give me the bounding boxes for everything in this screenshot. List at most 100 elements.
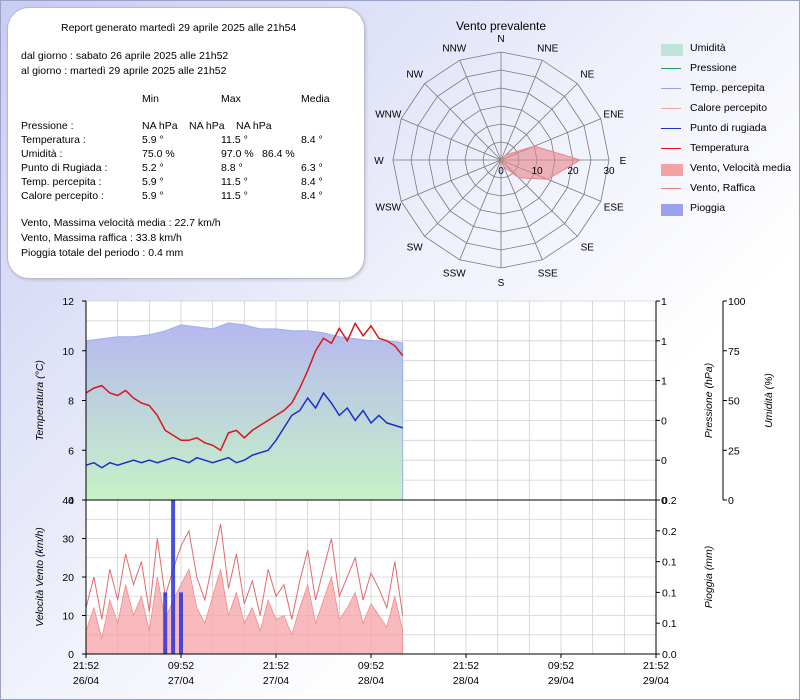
y-tick-label: 6 bbox=[68, 445, 74, 457]
x-tick-date: 28/04 bbox=[358, 675, 384, 687]
x-tick-date: 27/04 bbox=[168, 675, 194, 687]
y-tick-label: 10 bbox=[62, 346, 74, 358]
row-avg: 8.4 ° bbox=[301, 176, 323, 188]
rose-direction-label: E bbox=[620, 156, 627, 167]
rose-direction-label: ENE bbox=[603, 109, 624, 120]
humidity-axis-title: Umidità (%) bbox=[763, 373, 775, 428]
row-min: 5.9 ° bbox=[142, 190, 164, 202]
pressure-tick-label: 0 bbox=[661, 495, 667, 507]
y-tick-label: 40 bbox=[62, 495, 74, 507]
rain-tick-label: 0.1 bbox=[662, 618, 677, 630]
rain-bar bbox=[179, 592, 183, 654]
rose-radius-tick: 30 bbox=[603, 166, 615, 177]
rain-tick-label: 0.2 bbox=[662, 526, 677, 538]
humidity-area bbox=[85, 322, 404, 501]
rose-direction-label: SSE bbox=[538, 269, 558, 280]
temperature-axis-title: Temperatura (°C) bbox=[34, 360, 46, 441]
rose-direction-label: NNW bbox=[442, 43, 466, 54]
rose-spoke bbox=[401, 159, 502, 202]
rain-total: Pioggia totale del periodo : 0.4 mm bbox=[21, 247, 184, 259]
x-tick-date: 27/04 bbox=[263, 675, 289, 687]
row-max: 11.5 ° bbox=[221, 190, 248, 202]
legend-item: Pioggia bbox=[661, 201, 799, 216]
legend-item: Vento, Raffica bbox=[661, 181, 799, 195]
rose-series bbox=[500, 145, 582, 180]
y-tick-label: 8 bbox=[68, 396, 74, 408]
rain-tick-label: 0.1 bbox=[662, 587, 677, 599]
row-max: 97.0 % bbox=[221, 148, 254, 160]
temperature-line bbox=[85, 321, 404, 452]
rain-bar bbox=[171, 500, 176, 654]
legend-swatch bbox=[661, 88, 681, 89]
legend-item: Umidità bbox=[661, 41, 799, 56]
rose-spoke bbox=[459, 159, 502, 260]
rose-direction-label: NNE bbox=[537, 43, 558, 54]
x-tick-time: 21:52 bbox=[73, 660, 99, 672]
pressure-axis-title: Pressione (hPa) bbox=[703, 363, 715, 438]
legend-label: Vento, Raffica bbox=[690, 182, 756, 194]
rose-direction-label: N bbox=[497, 34, 504, 45]
legend-swatch bbox=[661, 204, 683, 216]
rose-direction-label: W bbox=[374, 156, 384, 167]
wind-speed-axis-title: Velocità Vento (km/h) bbox=[34, 527, 46, 627]
pressure-tick-label: 0 bbox=[661, 415, 667, 427]
time-series-charts: 468101200011102550751000102030400.00.10.… bbox=[34, 296, 775, 687]
row-label: Calore percepito : bbox=[21, 190, 104, 202]
row-label: Pressione : bbox=[21, 120, 74, 132]
dewpoint-line bbox=[85, 391, 403, 469]
legend-swatch bbox=[661, 188, 681, 189]
y-tick-label: 30 bbox=[62, 534, 74, 546]
row-max: 11.5 ° bbox=[221, 134, 248, 146]
report-header: Report generato martedì 29 aprile 2025 a… bbox=[61, 22, 297, 34]
rain-tick-label: 0.2 bbox=[662, 495, 677, 507]
col-header-min: Min bbox=[142, 93, 159, 105]
rose-spoke bbox=[424, 83, 502, 161]
legend-item: Temperatura bbox=[661, 141, 799, 155]
rose-spoke bbox=[500, 60, 543, 161]
row-avg: 8.4 ° bbox=[301, 134, 323, 146]
legend-swatch bbox=[661, 44, 683, 56]
row-label: Temperatura : bbox=[21, 134, 86, 146]
row-min: NA hPa bbox=[142, 120, 178, 132]
x-tick-date: 28/04 bbox=[453, 675, 479, 687]
y-tick-label: 0 bbox=[68, 649, 74, 661]
row-label: Temp. percepita : bbox=[21, 176, 102, 188]
legend-swatch bbox=[661, 164, 683, 176]
x-tick-time: 09:52 bbox=[358, 660, 384, 672]
pressure-tick-label: 1 bbox=[661, 336, 667, 348]
legend-label: Vento, Velocità media bbox=[690, 162, 791, 174]
x-tick-date: 29/04 bbox=[548, 675, 574, 687]
wind-rose-title: Vento prevalente bbox=[456, 19, 546, 33]
rose-spoke bbox=[424, 159, 502, 237]
y-tick-label: 4 bbox=[68, 495, 74, 507]
x-tick-time: 21:52 bbox=[643, 660, 669, 672]
row-label: Punto di Rugiada : bbox=[21, 162, 108, 174]
row-min: 75.0 % bbox=[142, 148, 175, 160]
wind-rose-chart: Vento prevalente N NNE NE ENE E ESE SE SSE S SSW S… bbox=[374, 19, 627, 289]
rose-spoke bbox=[401, 118, 502, 161]
rose-radius-tick: 20 bbox=[567, 166, 579, 177]
rose-direction-label: SE bbox=[581, 242, 595, 253]
humidity-tick-label: 75 bbox=[728, 346, 740, 358]
rose-spoke bbox=[500, 83, 578, 161]
rose-spoke bbox=[459, 60, 502, 161]
x-tick-time: 21:52 bbox=[453, 660, 479, 672]
report-from: dal giorno : sabato 26 aprile 2025 alle … bbox=[21, 50, 229, 62]
legend-item: Temp. percepita bbox=[661, 81, 799, 95]
legend-label: Temperatura bbox=[690, 142, 749, 154]
wind-gust-line bbox=[85, 523, 404, 620]
row-avg: 8.4 ° bbox=[301, 190, 323, 202]
legend-item: Calore percepito bbox=[661, 101, 799, 115]
rain-axis-title: Pioggia (mm) bbox=[703, 546, 715, 608]
legend-swatch bbox=[661, 128, 681, 129]
row-min: 5.9 ° bbox=[142, 176, 164, 188]
legend-item: Vento, Velocità media bbox=[661, 161, 799, 176]
legend-label: Temp. percepita bbox=[690, 82, 765, 94]
rose-direction-label: S bbox=[498, 278, 505, 289]
rose-direction-label: SW bbox=[407, 242, 424, 253]
col-header-avg: Media bbox=[301, 93, 330, 105]
y-tick-label: 20 bbox=[62, 572, 74, 584]
rain-bar bbox=[163, 592, 168, 654]
x-tick-date: 26/04 bbox=[73, 675, 99, 687]
